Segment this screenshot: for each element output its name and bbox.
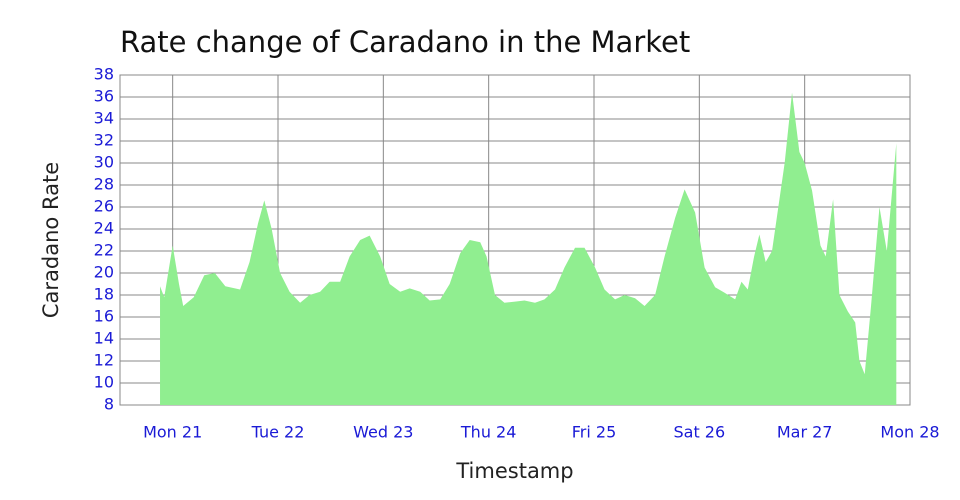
y-tick-label: 26 — [94, 197, 114, 216]
y-tick-label: 18 — [94, 285, 114, 304]
x-tick-label: Tue 22 — [251, 423, 305, 442]
x-tick-label: Fri 25 — [572, 423, 617, 442]
y-tick-label: 16 — [94, 307, 114, 326]
x-tick-label: Mar 27 — [777, 423, 833, 442]
x-tick-label: Thu 24 — [460, 423, 517, 442]
y-tick-label: 36 — [94, 87, 114, 106]
y-tick-label: 24 — [94, 219, 114, 238]
x-axis-label: Timestamp — [455, 459, 573, 483]
chart-title: Rate change of Caradano in the Market — [120, 25, 690, 59]
y-tick-label: 34 — [94, 109, 114, 128]
area — [160, 92, 897, 405]
y-tick-label: 20 — [94, 263, 114, 282]
x-tick-label: Sat 26 — [673, 423, 725, 442]
y-tick-label: 32 — [94, 131, 114, 150]
y-tick-label: 14 — [94, 329, 114, 348]
y-axis-label: Caradano Rate — [39, 162, 63, 318]
y-tick-label: 28 — [94, 175, 114, 194]
x-tick-label: Mon 28 — [880, 423, 939, 442]
y-tick-label: 38 — [94, 65, 114, 84]
x-tick-label: Wed 23 — [353, 423, 413, 442]
y-tick-label: 30 — [94, 153, 114, 172]
x-tick-label: Mon 21 — [143, 423, 202, 442]
y-tick-label: 8 — [104, 395, 114, 414]
y-tick-label: 10 — [94, 373, 114, 392]
y-tick-label: 12 — [94, 351, 114, 370]
y-tick-label: 22 — [94, 241, 114, 260]
